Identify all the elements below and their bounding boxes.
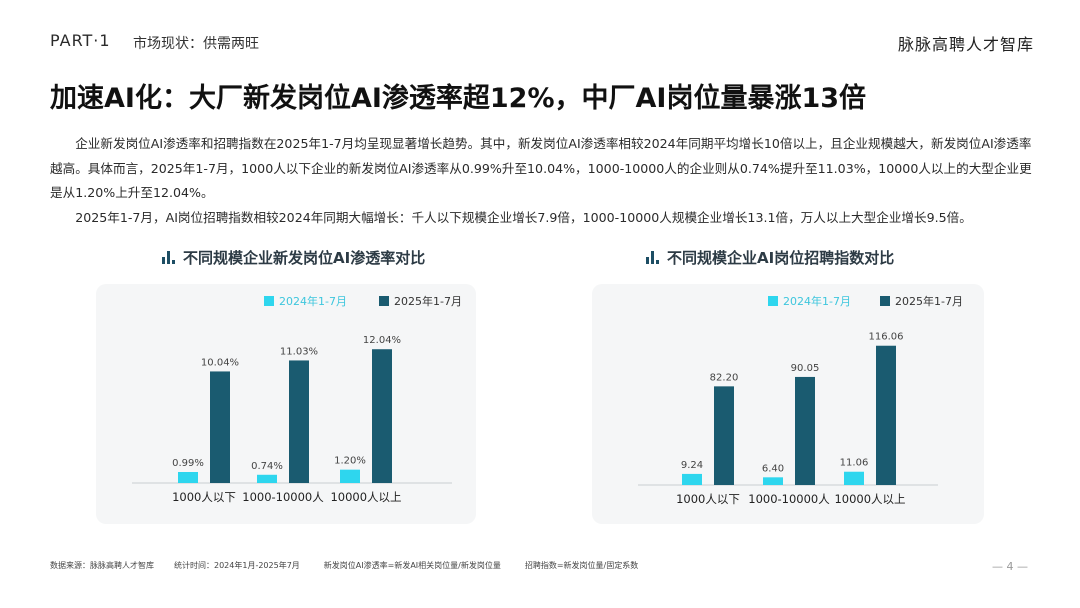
chart-panel-penetration: 2024年1-7月 2025年1-7月 0.99% 10.04% 1000人以下 0.74…	[96, 284, 476, 524]
bar-value-label: 1.20%	[334, 456, 366, 467]
category-label: 1000人以下	[676, 492, 740, 506]
bar-2025	[289, 360, 309, 483]
bar-2025	[795, 376, 815, 485]
bar-value-label: 0.74%	[251, 461, 283, 472]
brand-logo-text: 脉脉高聘人才智库	[897, 35, 1034, 54]
bar-2025	[714, 386, 734, 485]
bar-value-label: 90.05	[791, 363, 820, 374]
footer-def-index: 招聘指数=新发岗位量/固定系数	[524, 561, 639, 570]
bar-2024	[257, 474, 277, 483]
legend-label: 2024年1-7月	[783, 294, 851, 308]
chart-penetration-svg: 2024年1-7月 2025年1-7月 0.99% 10.04% 1000人以下 0.74…	[132, 294, 462, 504]
chart-panel-recruit-index: 2024年1-7月 2025年1-7月 9.24 82.20 1000人以下 6.40 90…	[592, 284, 984, 524]
bar-2024	[340, 469, 360, 483]
legend-swatch-2024	[768, 296, 778, 306]
bar-chart-icon	[646, 251, 659, 264]
page-title: 加速AI化：大厂新发岗位AI渗透率超12%，中厂AI岗位量暴涨13倍	[50, 83, 867, 114]
bar-value-label: 9.24	[681, 460, 703, 471]
chart-title-penetration-text: 不同规模企业新发岗位AI渗透率对比	[183, 249, 426, 267]
legend-swatch-2025	[379, 296, 389, 306]
category-label: 1000-10000人	[242, 490, 324, 504]
page-number: — 4 —	[992, 560, 1028, 573]
bar-2024	[844, 471, 864, 485]
bar-value-label: 11.03%	[280, 346, 318, 357]
bar-value-label: 10.04%	[201, 357, 239, 368]
body-paragraph-2: 2025年1-7月，AI岗位招聘指数相较2024年同期大幅增长：千人以下规模企业…	[75, 209, 972, 225]
bar-value-label: 6.40	[762, 463, 784, 474]
chart-title-recruit-index: 不同规模企业AI岗位招聘指数对比	[646, 247, 894, 268]
footer-notes: 数据来源：脉脉高聘人才智库 统计时间：2024年1月-2025年7月 新发岗位A…	[50, 560, 638, 571]
bar-2025	[372, 349, 392, 483]
footer-period: 统计时间：2024年1月-2025年7月	[174, 561, 300, 570]
chart-title-penetration: 不同规模企业新发岗位AI渗透率对比	[162, 247, 425, 268]
bar-2025	[876, 345, 896, 485]
bar-chart-icon	[162, 251, 175, 264]
category-label: 1000-10000人	[748, 492, 830, 506]
bar-value-label: 12.04%	[363, 335, 401, 346]
legend-label: 2025年1-7月	[895, 294, 963, 308]
bar-2025	[210, 371, 230, 483]
category-label: 10000人以上	[330, 490, 401, 504]
bar-value-label: 11.06	[840, 458, 869, 469]
legend-label: 2024年1-7月	[279, 294, 347, 308]
legend-swatch-2024	[264, 296, 274, 306]
category-label: 10000人以上	[834, 492, 905, 506]
bar-2024	[682, 473, 702, 485]
body-text: 企业新发岗位AI渗透率和招聘指数在2025年1-7月均呈现显著增长趋势。其中，新…	[50, 132, 1035, 230]
category-label: 1000人以下	[172, 490, 236, 504]
bar-value-label: 0.99%	[172, 458, 204, 469]
body-paragraph-1: 企业新发岗位AI渗透率和招聘指数在2025年1-7月均呈现显著增长趋势。其中，新…	[50, 136, 1032, 200]
bar-2024	[178, 472, 198, 483]
chart-title-recruit-index-text: 不同规模企业AI岗位招聘指数对比	[667, 249, 895, 267]
chart-recruit-index-svg: 2024年1-7月 2025年1-7月 9.24 82.20 1000人以下 6.40 90…	[638, 294, 963, 506]
bar-value-label: 82.20	[710, 372, 739, 383]
footer-source: 数据来源：脉脉高聘人才智库	[50, 561, 154, 570]
legend-label: 2025年1-7月	[394, 294, 462, 308]
section-title: 市场现状：供需两旺	[133, 36, 259, 52]
bar-2024	[763, 477, 783, 485]
footer-def-penetration: 新发岗位AI渗透率=新发AI相关岗位量/新发岗位量	[323, 561, 501, 570]
legend-swatch-2025	[880, 296, 890, 306]
part-label: PART·1	[50, 31, 111, 50]
bar-value-label: 116.06	[869, 332, 904, 343]
